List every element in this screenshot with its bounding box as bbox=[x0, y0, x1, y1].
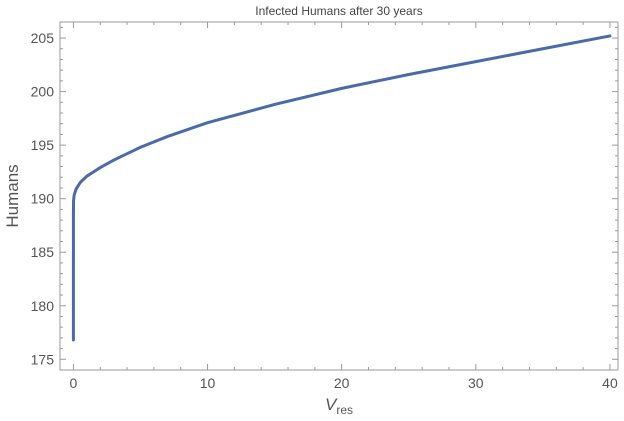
x-axis-label-sub: res bbox=[336, 403, 353, 417]
y-tick-label: 195 bbox=[31, 137, 55, 153]
ticks bbox=[60, 22, 618, 370]
y-axis-label: Humans bbox=[3, 164, 22, 227]
y-tick-label: 190 bbox=[31, 191, 55, 207]
x-tick-label: 0 bbox=[70, 375, 78, 391]
chart-title: Infected Humans after 30 years bbox=[255, 4, 422, 18]
plot-frame bbox=[59, 21, 619, 371]
x-tick-label: 40 bbox=[602, 375, 618, 391]
x-tick-label: 30 bbox=[468, 375, 484, 391]
y-tick-label: 185 bbox=[31, 244, 55, 260]
y-tick-label: 200 bbox=[31, 84, 55, 100]
x-tick-label: 10 bbox=[200, 375, 216, 391]
series-layer bbox=[71, 34, 612, 342]
y-tick-label: 180 bbox=[31, 298, 55, 314]
y-tick-label: 205 bbox=[31, 30, 55, 46]
x-axis-label: Vres bbox=[325, 395, 353, 417]
x-tick-label: 20 bbox=[334, 375, 350, 391]
y-tick-label: 175 bbox=[31, 351, 55, 367]
series-line bbox=[71, 34, 612, 342]
tick-labels: 0 10 20 30 40 175 180 185 190 195 200 205 bbox=[31, 30, 618, 391]
x-axis-label-main: V bbox=[325, 395, 338, 414]
